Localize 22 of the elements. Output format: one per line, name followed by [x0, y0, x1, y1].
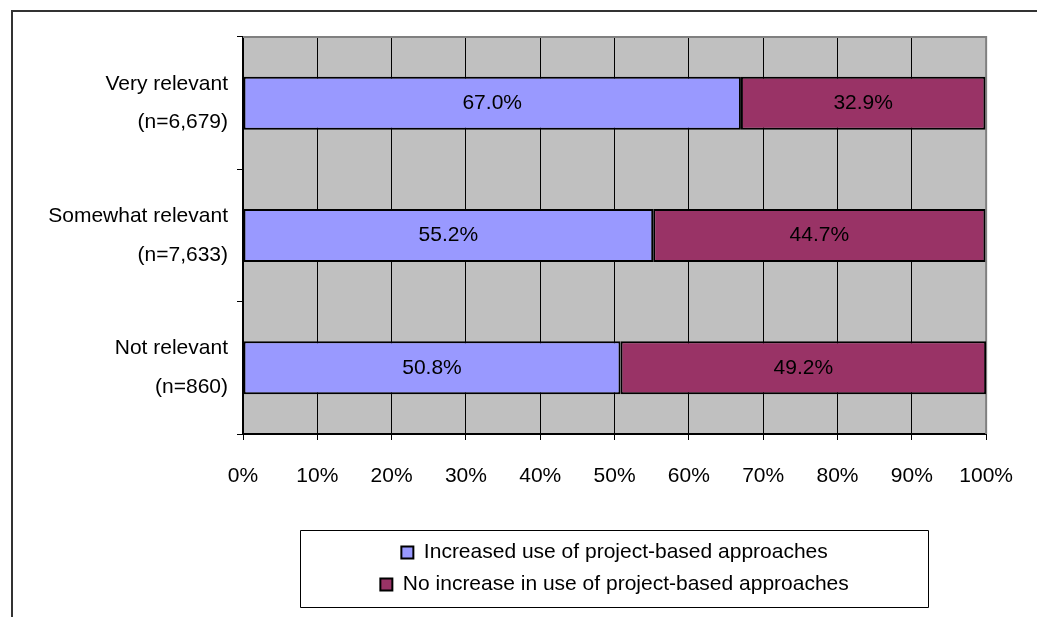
x-tick-label: 80% [816, 463, 859, 487]
x-tick-label: 10% [296, 463, 339, 487]
data-label: 44.7% [789, 222, 850, 246]
x-tick-label: 20% [370, 463, 413, 487]
legend-label: Increased use of project-based approaches [423, 539, 828, 563]
data-label: 50.8% [402, 354, 462, 378]
y-tick-label: Not relevant (n=860) [114, 335, 229, 398]
legend-label: No increase in use of project-based approaches [402, 571, 849, 595]
data-label: 49.2% [773, 354, 834, 378]
x-tick-label: 70% [742, 463, 785, 487]
x-tick-label: 50% [593, 463, 636, 487]
x-tick-label: 40% [519, 463, 562, 487]
y-tick-label: Somewhat relevant (n=7,633) [48, 202, 229, 265]
data-label: 32.9% [833, 89, 893, 113]
x-tick-label: 90% [890, 463, 933, 487]
x-tick-label: 0% [227, 463, 259, 487]
x-tick-label: 100% [959, 463, 1013, 487]
data-label: 55.2% [418, 222, 479, 246]
x-tick-label: 30% [444, 463, 487, 487]
y-tick-label: Very relevant (n=6,679) [105, 70, 229, 133]
data-label: 67.0% [462, 89, 522, 113]
x-tick-label: 60% [667, 463, 710, 487]
